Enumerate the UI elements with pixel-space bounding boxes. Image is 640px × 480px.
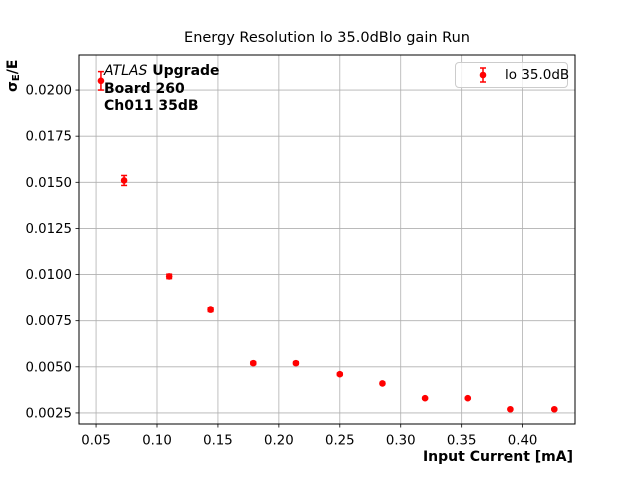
errorbar-marker-icon: [479, 67, 487, 83]
x-axis-label: Input Current [mA]: [422, 449, 573, 465]
annotation-block: ATLAS Upgrade Board 260 Ch011 35dB: [104, 63, 220, 116]
y-axis-label: σE/E: [5, 60, 22, 92]
data-point: [336, 370, 344, 378]
data-point: [421, 394, 429, 402]
data-point: [207, 306, 214, 313]
data-point: [464, 394, 472, 402]
plot-frame: [78, 54, 576, 425]
ylabel-rest: /E: [5, 59, 21, 75]
data-point: [507, 405, 514, 413]
x-tick-label: 0.25: [325, 434, 355, 449]
data-point: [97, 77, 105, 85]
legend-entry-label: lo 35.0dB: [505, 67, 570, 83]
data-point: [550, 405, 558, 413]
chart-title: Energy Resolution lo 35.0dBlo gain Run: [184, 30, 470, 46]
annotation-line-3: Ch011 35dB: [104, 98, 199, 114]
annotation-line-1: ATLAS Upgrade: [104, 63, 220, 81]
data-point: [165, 273, 173, 280]
data-point: [249, 359, 257, 367]
x-tick-label: 0.05: [81, 434, 111, 449]
data-point: [292, 359, 300, 367]
y-tick-label: 0.0200: [25, 84, 72, 99]
data-point: [379, 380, 386, 387]
annotation-line-2: Board 260: [104, 80, 185, 97]
y-tick-label: 0.0025: [25, 406, 72, 421]
y-tick-label: 0.0150: [25, 176, 72, 191]
experiment-name: ATLAS: [104, 63, 148, 79]
x-tick-label: 0.10: [142, 434, 172, 449]
y-tick-label: 0.0100: [25, 268, 72, 283]
y-tick-label: 0.0075: [25, 314, 72, 329]
data-point: [120, 177, 128, 184]
sigma-subscript: E: [11, 74, 22, 82]
x-tick-label: 0.15: [203, 434, 233, 449]
x-tick-label: 0.35: [447, 434, 477, 449]
sigma-symbol: σ: [5, 81, 21, 92]
x-tick-label: 0.30: [386, 434, 416, 449]
legend: lo 35.0dB: [455, 62, 570, 88]
y-tick-label: 0.0050: [25, 360, 72, 375]
x-tick-label: 0.40: [508, 434, 538, 449]
annotation-upgrade: Upgrade: [147, 63, 220, 79]
x-tick-label: 0.20: [264, 434, 294, 449]
y-tick-label: 0.0125: [25, 222, 72, 237]
y-tick-label: 0.0175: [25, 130, 72, 145]
